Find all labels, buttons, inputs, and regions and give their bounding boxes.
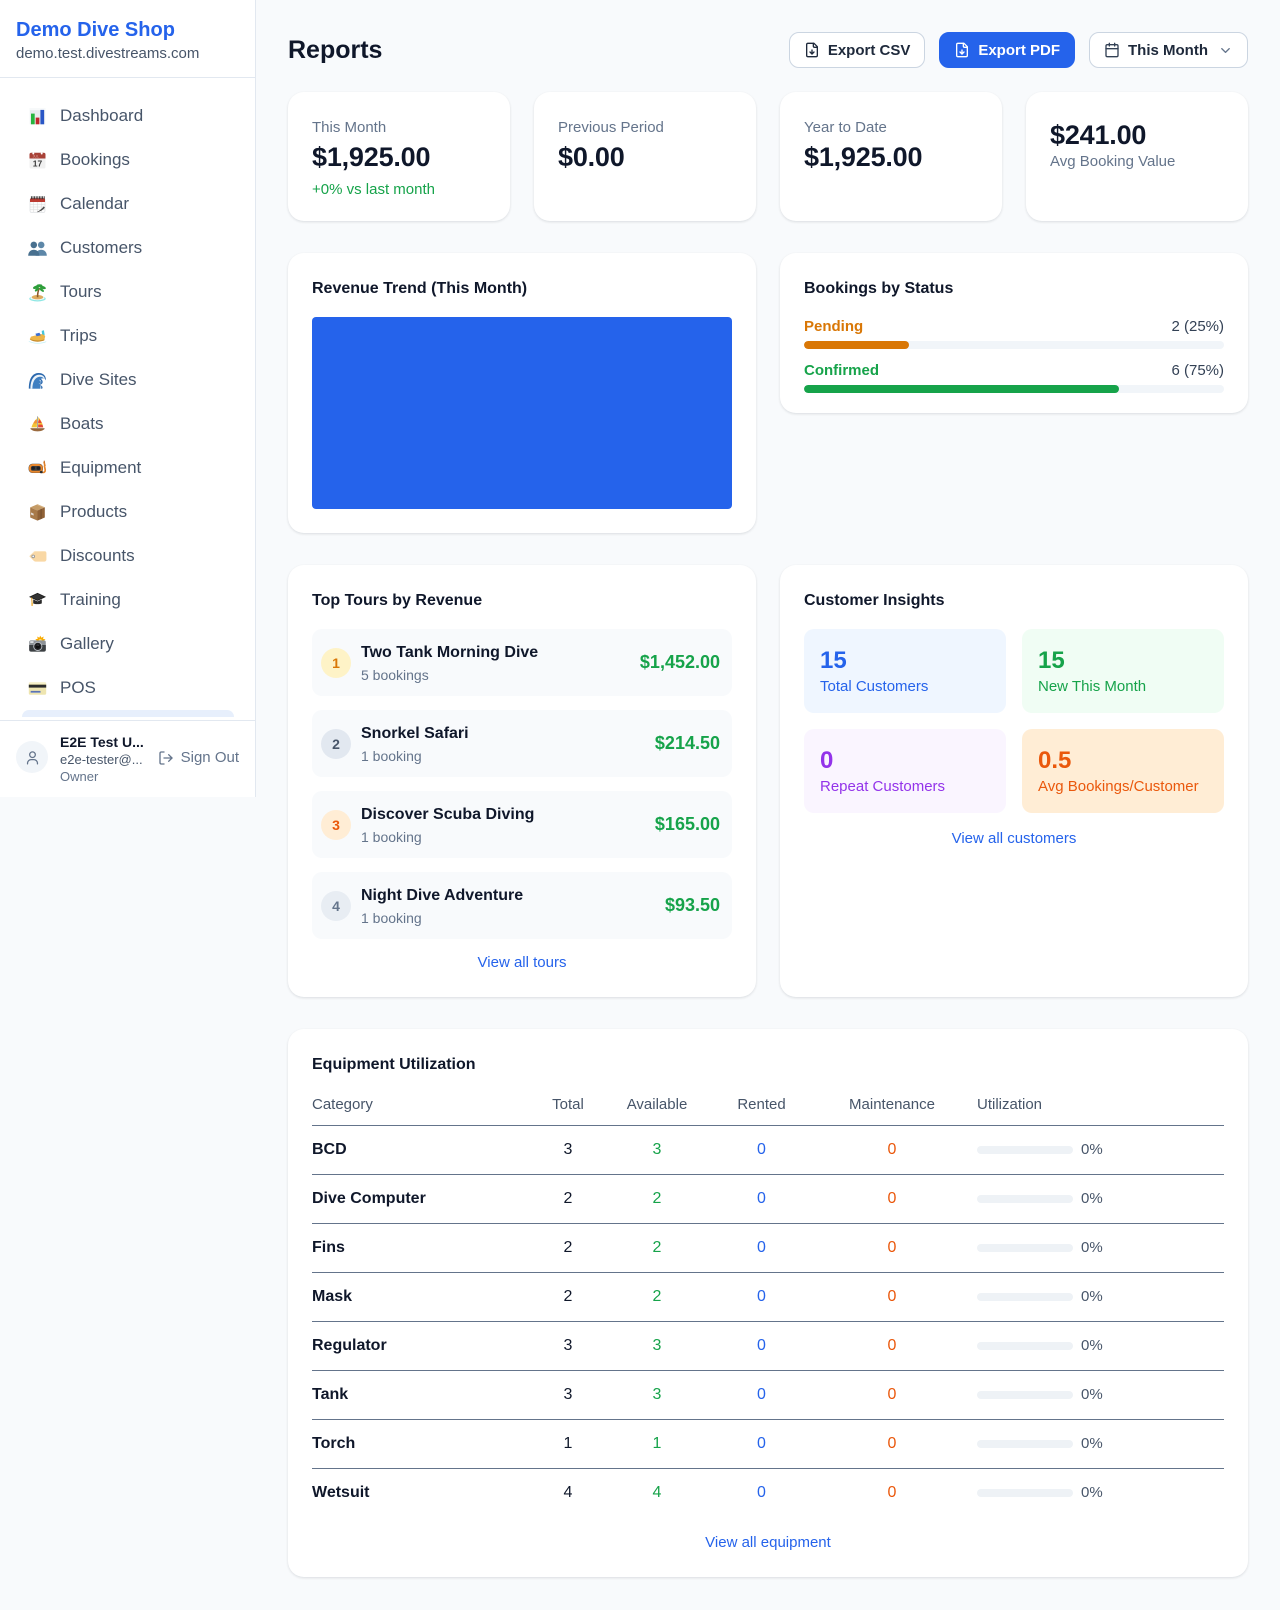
svg-text:17: 17	[33, 158, 43, 168]
svg-text:JUL: JUL	[33, 154, 39, 158]
